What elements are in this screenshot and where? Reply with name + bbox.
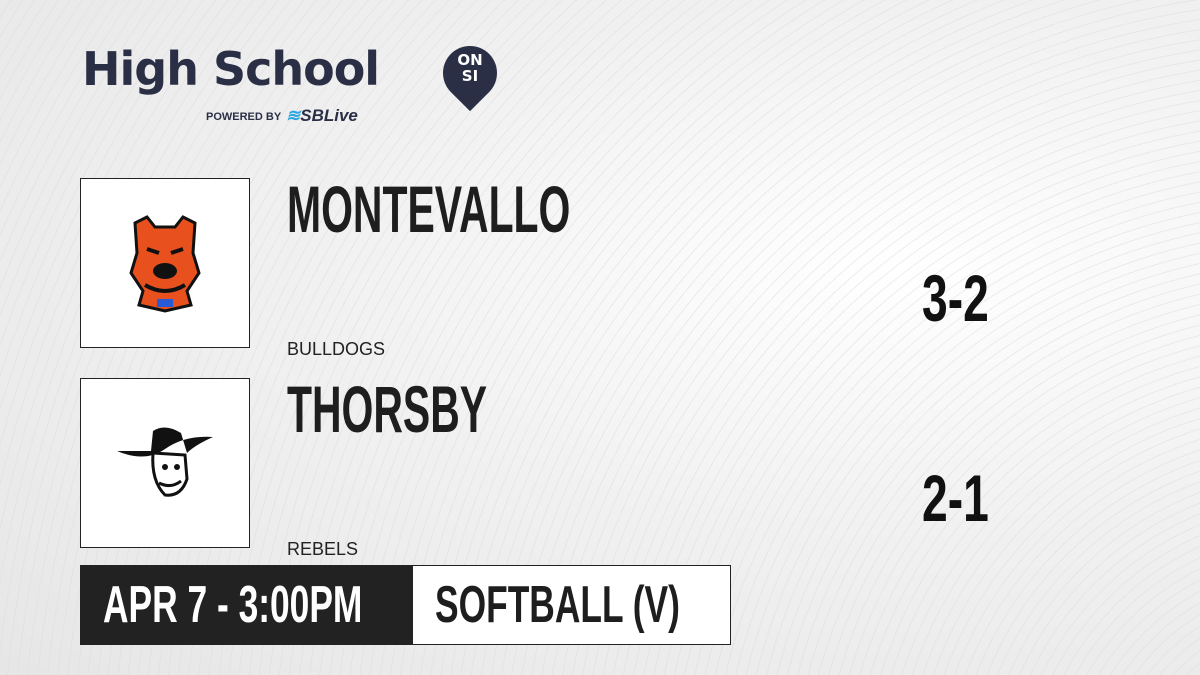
team-score: 2-1 [922,461,989,535]
team-mascot: BULLDOGS [287,339,386,359]
game-sport: SOFTBALL (V) [435,576,680,634]
team-logo-thorsby [80,378,250,548]
game-sport-box: SOFTBALL (V) [413,566,730,644]
powered-by-label: POWERED BY [206,111,282,123]
game-info-bar: APR 7 - 3:00PM SOFTBALL (V) [80,565,731,645]
team-name: THORSBY [287,372,488,446]
rebel-icon [117,427,213,497]
brand-badge: ON SI [457,51,483,85]
team-mascot: REBELS [287,539,359,559]
team-logo-montevallo [80,178,250,348]
brand-title: High School [82,42,380,96]
team-name: MONTEVALLO [287,172,571,246]
partner-logo: ≋SBLive [286,106,358,126]
team-score: 3-2 [922,261,989,335]
sbl-mark-icon: ≋ [286,106,301,125]
partner-name: SBLive [300,106,358,125]
bulldog-icon [129,215,201,313]
game-datetime: APR 7 - 3:00PM [103,576,363,634]
game-datetime-box: APR 7 - 3:00PM [81,566,413,644]
